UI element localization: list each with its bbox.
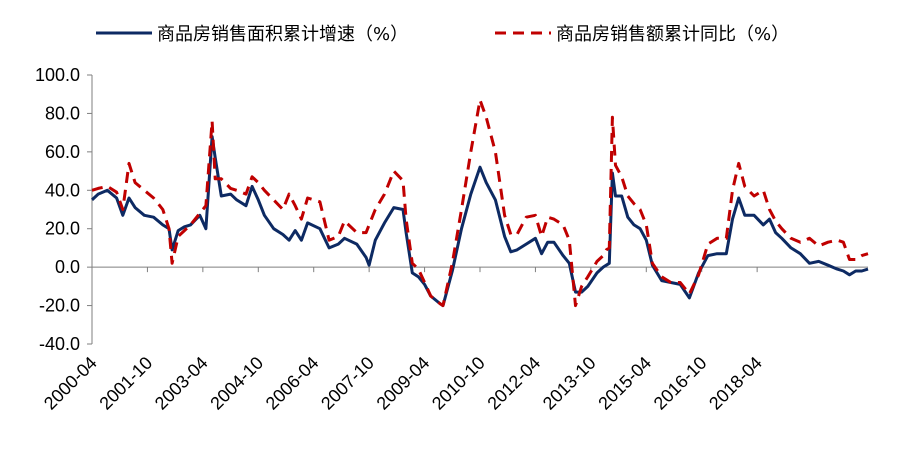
x-tick-label: 2001-10 xyxy=(95,353,156,414)
y-tick-label: 80.0 xyxy=(45,103,80,123)
plot-area xyxy=(90,98,869,308)
y-tick-label: 60.0 xyxy=(45,142,80,162)
x-tick-label: 2018-04 xyxy=(705,353,766,414)
x-tick-label: 2010-10 xyxy=(428,353,489,414)
y-tick-label: 0.0 xyxy=(55,257,80,277)
x-tick-label: 2015-04 xyxy=(594,353,655,414)
x-tick-label: 2009-04 xyxy=(373,353,434,414)
x-tick-label: 2000-04 xyxy=(40,353,101,414)
axes: -40.0 -20.0 0.0 20.0 40.0 60.0 80.0 100.0 2000-0… xyxy=(35,65,868,414)
x-tick-label: 2013-10 xyxy=(539,353,600,414)
x-tick-label: 2006-04 xyxy=(262,353,323,414)
legend: 商品房销售面积累计增速（%） 商品房销售额累计同比（%） xyxy=(96,24,789,45)
y-tick-label: 100.0 xyxy=(35,65,80,85)
y-tick-label: 40.0 xyxy=(45,180,80,200)
y-tick-label: -20.0 xyxy=(39,296,80,316)
x-tick-label: 2016-10 xyxy=(650,353,711,414)
series-line-amount-yoy xyxy=(91,98,869,308)
y-tick-label: -40.0 xyxy=(39,334,80,354)
x-tick-label: 2007-10 xyxy=(317,353,378,414)
series-line-area-growth xyxy=(90,135,869,308)
x-tick-label: 2012-04 xyxy=(483,353,544,414)
y-tick-label: 20.0 xyxy=(45,219,80,239)
x-tick-label: 2004-10 xyxy=(206,353,267,414)
x-tick-label: 2003-04 xyxy=(151,353,212,414)
legend-label-area: 商品房销售面积累计增速（%） xyxy=(157,24,408,45)
legend-label-amount: 商品房销售额累计同比（%） xyxy=(556,24,789,45)
